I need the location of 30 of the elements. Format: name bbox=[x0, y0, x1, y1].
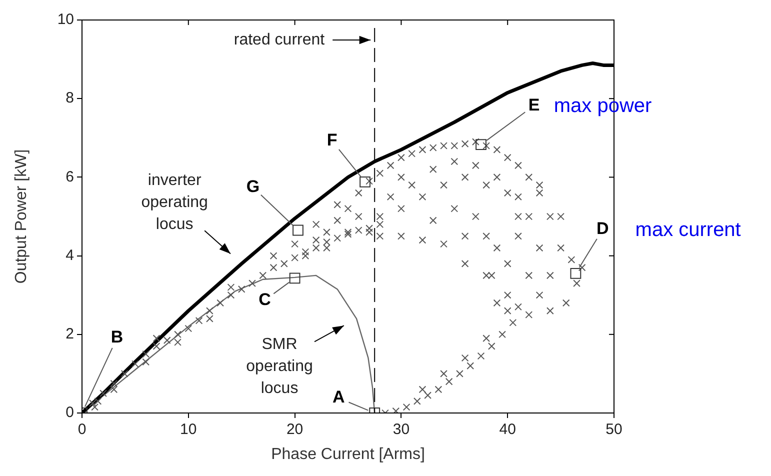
annotation: A bbox=[332, 388, 345, 407]
y-tick-label: 6 bbox=[66, 168, 74, 186]
annotation: E bbox=[528, 95, 540, 114]
y-tick-label: 4 bbox=[66, 246, 74, 264]
annotation: D bbox=[596, 219, 609, 238]
annotation: F bbox=[326, 130, 338, 150]
text: inverter operating locus bbox=[141, 172, 208, 234]
x-tick-label: 40 bbox=[499, 421, 516, 438]
point bbox=[292, 224, 304, 236]
x-tick-label: 50 bbox=[606, 421, 622, 438]
x-tick-label: 0 bbox=[78, 421, 86, 438]
ref-line-label: rated current bbox=[234, 31, 326, 48]
text: max current bbox=[635, 218, 742, 241]
annotation: C bbox=[258, 290, 271, 309]
text: SMR operating locus bbox=[246, 336, 313, 398]
x-axis-title: Phase Current [Arms] bbox=[271, 446, 425, 463]
point bbox=[570, 268, 582, 279]
point bbox=[289, 272, 300, 284]
x-tick-label: 30 bbox=[392, 421, 410, 438]
y-tick-label: 2 bbox=[66, 326, 74, 343]
y-tick-label: 8 bbox=[66, 90, 74, 107]
x-tick-label: 20 bbox=[286, 421, 304, 438]
annotation: B bbox=[110, 328, 124, 347]
annotation: G bbox=[246, 176, 260, 196]
x-tick-label: 10 bbox=[180, 421, 197, 438]
y-tick-label: 0 bbox=[66, 404, 74, 422]
point bbox=[476, 139, 486, 150]
y-axis-title: Output Power [kW] bbox=[13, 149, 30, 284]
y-tick-label: 10 bbox=[57, 11, 74, 28]
point bbox=[360, 176, 370, 188]
